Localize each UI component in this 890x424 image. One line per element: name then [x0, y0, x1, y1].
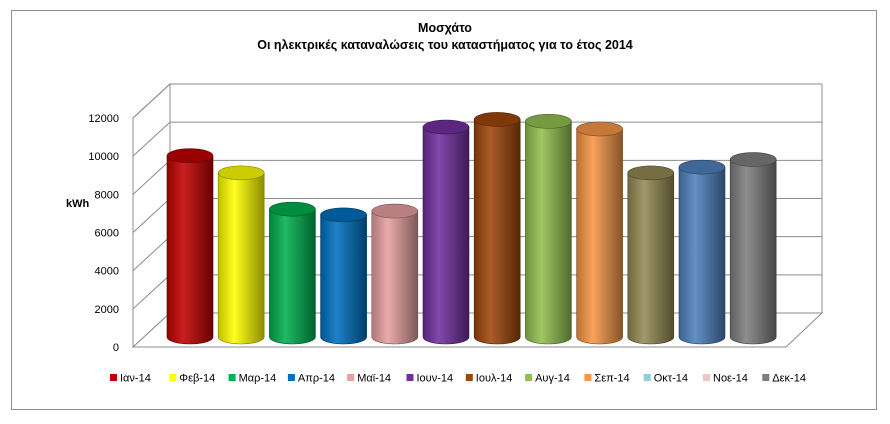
bar-top: [678, 159, 726, 175]
bar-body: [473, 119, 521, 345]
y-axis-ticks: 0 2000 4000 6000 8000 10000 12000 kWh: [66, 113, 119, 354]
legend-item: Μαρ-14: [228, 373, 277, 385]
legend-label: Ιουν-14: [417, 373, 454, 385]
legend-label: Οκτ-14: [654, 373, 688, 385]
bar-body: [627, 172, 675, 345]
bar-body: [269, 208, 316, 345]
bar-top: [576, 121, 623, 137]
bar-top: [627, 165, 675, 181]
y-tick-label: 8000: [95, 189, 119, 201]
legend-swatch: [228, 374, 236, 381]
y-tick-label: 4000: [95, 266, 119, 278]
legend-swatch: [584, 374, 592, 381]
y-tick-label: 6000: [95, 228, 119, 240]
bar-body: [166, 155, 214, 345]
legend-item: Νοε-14: [703, 373, 748, 385]
bar-top: [320, 207, 367, 223]
legend-item: Ιουν-14: [406, 373, 454, 385]
legend-swatch: [287, 374, 295, 381]
legend-item: Οκτ-14: [643, 373, 688, 385]
legend-swatch: [465, 374, 473, 381]
gridline-side: [132, 236, 171, 272]
bar-Ιουλ-14: [473, 112, 521, 345]
legend-label: Δεκ-14: [772, 373, 806, 385]
bar-top: [729, 152, 777, 167]
bar-top: [525, 114, 572, 129]
bar-body: [678, 166, 726, 345]
bar-Μαϊ-14: [371, 203, 419, 345]
legend-item: Δεκ-14: [762, 373, 806, 385]
legend-swatch: [347, 374, 355, 381]
bar-body: [217, 172, 265, 345]
bar-body: [320, 214, 367, 345]
legend-label: Ιαν-14: [120, 373, 151, 385]
gridline-side: [132, 274, 171, 310]
legend-label: Αυγ-14: [535, 373, 570, 385]
bar-body: [576, 128, 623, 345]
bar-top: [473, 112, 521, 127]
gridline-side: [132, 121, 171, 157]
bar-body: [525, 121, 572, 345]
legend-label: Σεπ-14: [594, 373, 629, 385]
legend-label: Φεβ-14: [179, 373, 215, 385]
y-axis-label: kWh: [66, 198, 90, 210]
bar-Φεβ-14: [217, 165, 265, 345]
legend-item: Ιαν-14: [110, 373, 151, 385]
legend-swatch: [169, 374, 177, 381]
gridline-side: [132, 159, 171, 195]
legend-item: Απρ-14: [287, 373, 335, 385]
bar-Δεκ-14: [729, 152, 777, 345]
bar-Σεπ-14: [576, 121, 623, 345]
chart-subtitle: Οι ηλεκτρικές καταναλώσεις του καταστήμα…: [257, 38, 633, 52]
bar-top: [166, 148, 214, 164]
legend-item: Ιουλ-14: [465, 373, 513, 385]
bar-Απρ-14: [320, 207, 367, 345]
legend-swatch: [762, 374, 770, 381]
legend-item: Φεβ-14: [169, 373, 215, 385]
legend-swatch: [110, 374, 117, 381]
bar-body: [422, 126, 470, 345]
legend-item: Σεπ-14: [584, 373, 630, 385]
legend-swatch: [643, 374, 651, 381]
legend-item: Μαϊ-14: [347, 373, 391, 385]
y-tick-label: 0: [113, 342, 119, 354]
bars: [166, 112, 777, 345]
bar-top: [422, 119, 470, 135]
legend: Ιαν-14 Φεβ-14 Μαρ-14 Απρ-14 Μαϊ-14 Ιουν-14 Ιου…: [110, 373, 806, 385]
bar-Ιαν-14: [166, 148, 214, 345]
gridline-side: [132, 83, 171, 119]
bar-body: [729, 159, 777, 345]
bar-Αυγ-14: [525, 114, 572, 345]
legend-item: Αυγ-14: [525, 373, 570, 385]
legend-label: Μαρ-14: [239, 373, 277, 385]
y-tick-label: 10000: [88, 151, 119, 163]
legend-label: Μαϊ-14: [357, 373, 391, 385]
y-tick-label: 2000: [95, 304, 119, 316]
bar-top: [371, 203, 419, 219]
chart-title: Μοσχάτο: [418, 21, 472, 35]
legend-swatch: [406, 374, 414, 381]
bar-Μαρ-14: [269, 201, 316, 345]
y-tick-label: 12000: [88, 113, 119, 125]
bar-top: [217, 165, 265, 181]
legend-swatch: [703, 374, 710, 381]
bar-Οκτ-14: [627, 165, 675, 345]
legend-label: Νοε-14: [713, 373, 748, 385]
legend-label: Απρ-14: [298, 373, 335, 385]
bar-top: [269, 201, 316, 217]
bar-Νοε-14: [678, 159, 726, 345]
bar-Ιουν-14: [422, 119, 470, 345]
bar-body: [371, 210, 419, 345]
legend-label: Ιουλ-14: [476, 373, 513, 385]
legend-swatch: [525, 374, 533, 381]
gridline-side: [132, 198, 171, 233]
